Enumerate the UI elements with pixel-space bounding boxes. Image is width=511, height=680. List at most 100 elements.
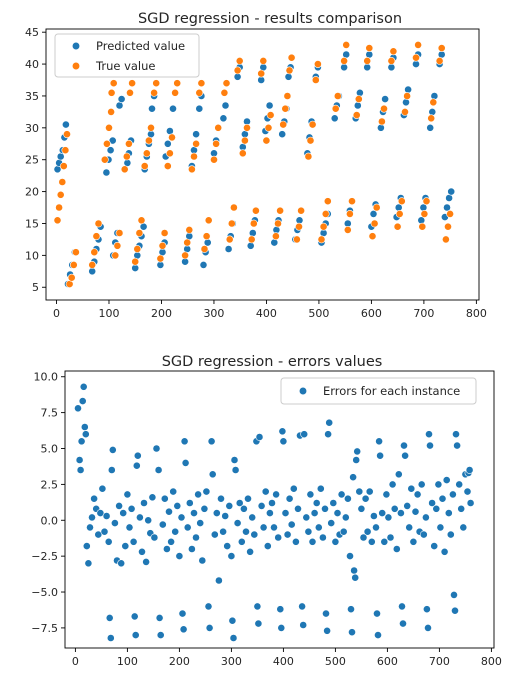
errors-series-0-point — [244, 494, 252, 503]
results-series-1-point — [412, 53, 420, 62]
errors-series-0-point — [212, 509, 221, 517]
errors-series-0-point — [339, 527, 348, 536]
errors-y-tick-label: 10.0 — [34, 371, 59, 384]
results-series-1-point — [53, 216, 62, 225]
errors-chart-legend: Errors for each instance — [280, 377, 477, 405]
results-series-1-point — [352, 111, 361, 119]
results-series-1-point — [393, 222, 402, 231]
results-series-1-point — [137, 216, 146, 225]
results-series-1-point — [72, 248, 80, 257]
results-series-1-point — [295, 222, 303, 231]
errors-series-0-point — [214, 576, 223, 585]
errors-x-tick-label: 600 — [377, 655, 398, 668]
results-series-1-point — [185, 225, 194, 234]
results-series-1-point — [418, 222, 427, 231]
results-series-1-point — [377, 117, 386, 126]
results-series-0-point — [163, 139, 172, 148]
errors-x-tick-label: 800 — [481, 655, 502, 668]
errors-series-0-point — [403, 501, 412, 510]
errors-values-chart: SGD regression - errors values 0 100 200 30… — [31, 354, 502, 668]
errors-series-0-point — [225, 501, 234, 510]
errors-series-0-point — [440, 547, 449, 556]
errors-series-0-point — [158, 520, 167, 529]
results-series-1-point — [56, 190, 65, 199]
results-series-1-point — [183, 238, 192, 247]
results-series-1-point — [160, 229, 169, 237]
errors-series-0-point — [207, 437, 216, 446]
errors-series-0-point — [281, 509, 290, 517]
errors-series-0-point — [388, 480, 397, 489]
errors-series-0-point — [173, 501, 182, 510]
errors-series-0-point — [463, 487, 472, 496]
results-series-1-point — [128, 79, 136, 88]
results-series-1-point — [247, 235, 256, 244]
results-series-0-point — [447, 187, 456, 196]
results-series-1-point — [200, 245, 209, 253]
errors-series-0-point — [287, 520, 296, 529]
errors-series-0-point — [104, 537, 113, 546]
errors-series-0-point — [117, 559, 126, 568]
results-series-1-point — [420, 209, 429, 218]
results-series-0-point — [428, 108, 437, 116]
results-series-0-point — [221, 101, 230, 110]
results-series-1-point — [94, 219, 103, 228]
errors-y-tick-label: 7.5 — [41, 407, 59, 420]
results-series-1-point — [345, 209, 354, 218]
errors-series-0-point — [154, 466, 163, 474]
errors-series-0-point — [346, 552, 354, 560]
results-series-1-point — [58, 178, 67, 186]
results-series-1-point — [311, 76, 320, 84]
results-series-0-point — [342, 50, 351, 59]
results-series-1-point — [283, 92, 292, 100]
errors-series-0-point — [327, 519, 336, 527]
errors-series-0-point — [304, 527, 313, 536]
errors-series-0-point — [357, 504, 366, 513]
errors-series-0-point — [363, 527, 372, 536]
errors-series-0-point — [398, 602, 406, 611]
errors-series-0-point — [156, 631, 165, 639]
results-series-1-point — [308, 120, 317, 129]
results-series-1-point — [257, 69, 266, 78]
results-series-1-point — [163, 162, 172, 170]
errors-series-0-point — [228, 616, 237, 625]
errors-series-0-point — [316, 484, 325, 493]
results-series-0-point — [199, 260, 208, 269]
errors-series-0-point — [155, 614, 164, 622]
results-series-0-point — [106, 146, 115, 155]
errors-series-0-point — [367, 537, 376, 546]
errors-series-0-point — [274, 533, 283, 542]
results-series-0-point — [192, 130, 200, 139]
errors-series-0-point — [250, 530, 259, 539]
results-series-0-point — [284, 72, 293, 81]
results-y-tick-label: 10 — [25, 249, 39, 262]
errors-series-0-point — [308, 537, 317, 546]
errors-series-0-point — [198, 556, 207, 565]
errors-series-0-point — [105, 614, 114, 622]
results-x-tick-label: 0 — [53, 307, 60, 320]
errors-series-0-point — [102, 512, 111, 520]
errors-series-0-point — [352, 456, 361, 464]
errors-series-0-point — [171, 527, 180, 536]
results-series-1-point — [144, 136, 153, 145]
errors-series-0-point — [233, 519, 242, 527]
results-series-1-point — [67, 273, 76, 282]
errors-series-0-point — [419, 530, 428, 539]
results-series-1-point — [435, 57, 444, 65]
results-series-1-point — [107, 88, 116, 97]
errors-series-0-point — [343, 494, 352, 503]
errors-series-0-point — [349, 473, 357, 482]
errors-series-0-point — [405, 523, 414, 532]
errors-series-0-point — [111, 519, 119, 527]
errors-y-tick-label: 5.0 — [41, 443, 59, 456]
results-chart-points — [53, 41, 456, 288]
results-series-0-point — [139, 222, 148, 231]
results-series-1-point — [429, 98, 438, 107]
errors-series-0-point — [394, 470, 403, 479]
errors-series-0-point — [194, 490, 202, 499]
results-series-1-point — [111, 251, 120, 260]
errors-series-0-point — [179, 625, 188, 634]
results-series-0-point — [404, 85, 412, 94]
results-series-1-point — [380, 104, 388, 113]
results-series-0-point — [430, 92, 439, 100]
